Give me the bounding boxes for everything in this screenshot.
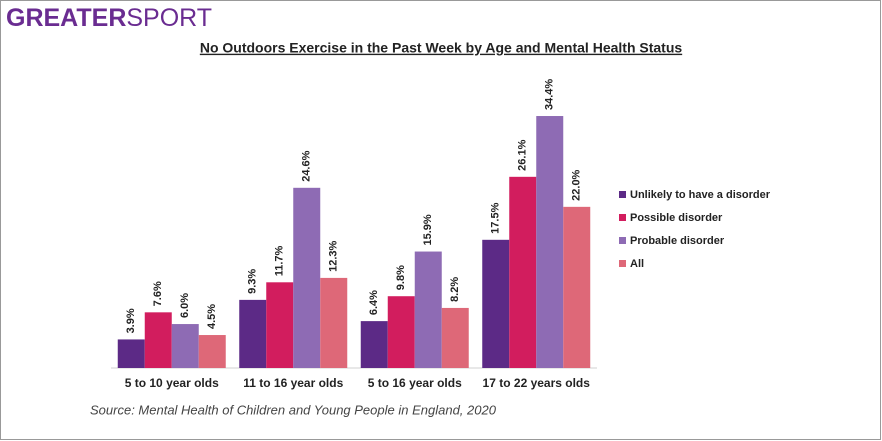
x-tick-label: 11 to 16 year olds: [243, 376, 343, 390]
legend-label: Possible disorder: [630, 212, 723, 224]
bar: [536, 116, 564, 369]
legend-swatch: [619, 237, 626, 244]
value-label: 6.4%: [368, 290, 380, 315]
legend-swatch: [619, 191, 626, 198]
bar: [239, 299, 267, 368]
source-note: Source: Mental Health of Children and Yo…: [90, 402, 497, 417]
logo-bold: GREATER: [6, 4, 126, 32]
legend-label: Probable disorder: [630, 235, 725, 247]
logo-light: SPORT: [126, 4, 212, 32]
x-tick-label: 17 to 22 years olds: [483, 376, 591, 390]
bar: [414, 251, 442, 368]
legend-swatch: [619, 260, 626, 267]
bar: [293, 187, 321, 368]
value-label: 17.5%: [490, 202, 502, 233]
legend-label: Unlikely to have a disorder: [630, 189, 771, 201]
value-label: 8.2%: [449, 277, 461, 302]
value-label: 34.4%: [544, 79, 556, 110]
value-label: 12.3%: [328, 240, 340, 271]
value-label: 22.0%: [571, 169, 583, 200]
bar: [266, 282, 294, 368]
bar: [360, 321, 388, 368]
bar: [563, 206, 591, 368]
legend-label: All: [630, 258, 644, 270]
value-label: 4.5%: [206, 304, 218, 329]
value-label: 15.9%: [422, 214, 434, 245]
logo: GREATERSPORT: [6, 4, 212, 32]
bar: [509, 176, 537, 368]
value-label: 9.8%: [395, 265, 407, 290]
value-label: 9.3%: [247, 269, 259, 294]
bar: [117, 339, 145, 368]
value-label: 3.9%: [125, 308, 137, 333]
value-label: 24.6%: [301, 150, 313, 181]
bar: [482, 239, 510, 368]
bar: [320, 277, 348, 368]
value-label: 11.7%: [274, 245, 286, 276]
bar: [387, 296, 415, 368]
legend-swatch: [619, 214, 626, 221]
bar: [441, 307, 469, 368]
bar: [198, 335, 226, 368]
value-label: 6.0%: [179, 293, 191, 318]
bar: [144, 312, 172, 368]
value-label: 26.1%: [517, 139, 529, 170]
bar: [171, 324, 199, 368]
chart-title: No Outdoors Exercise in the Past Week by…: [200, 40, 683, 56]
x-tick-label: 5 to 16 year olds: [368, 376, 462, 390]
value-label: 7.6%: [152, 281, 164, 306]
x-tick-label: 5 to 10 year olds: [125, 376, 219, 390]
